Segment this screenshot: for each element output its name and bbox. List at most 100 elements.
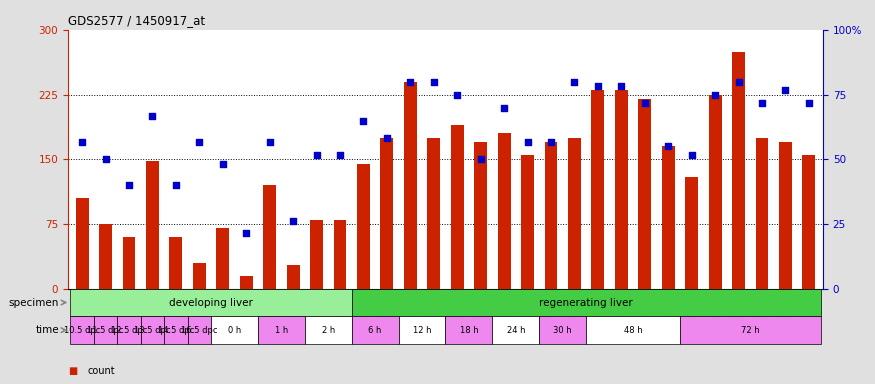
Bar [544,142,557,289]
Point [169,182,183,188]
Bar [211,316,258,344]
Bar [539,316,586,344]
Text: 30 h: 30 h [553,326,572,335]
Text: GDS2577 / 1450917_at: GDS2577 / 1450917_at [68,15,205,27]
Bar [451,125,464,289]
Bar [568,138,581,289]
Point [262,139,276,145]
Text: 14.5 dpc: 14.5 dpc [158,326,194,335]
Bar [70,289,352,316]
Text: regenerating liver: regenerating liver [539,298,633,308]
Text: 11.5 dpc: 11.5 dpc [88,326,123,335]
Bar [399,316,445,344]
Point [380,135,394,141]
Text: specimen: specimen [9,298,60,308]
Point [286,218,300,225]
Point [356,118,370,124]
Text: 1 h: 1 h [275,326,288,335]
Bar [141,316,164,344]
Bar [639,99,651,289]
Bar [94,316,117,344]
Text: 6 h: 6 h [368,326,382,335]
Point [614,83,628,89]
Text: 48 h: 48 h [624,326,642,335]
Point [75,139,89,145]
Point [239,230,253,236]
Text: developing liver: developing liver [169,298,253,308]
Point [708,92,722,98]
Bar [802,155,816,289]
Bar [258,316,304,344]
Bar [357,164,370,289]
Point [99,156,113,162]
Bar [304,316,352,344]
Text: 12 h: 12 h [413,326,431,335]
Text: 12.5 dpc: 12.5 dpc [111,326,147,335]
Text: time: time [36,325,60,335]
Bar [310,220,323,289]
Bar [99,224,112,289]
Bar [779,142,792,289]
Point [145,113,159,119]
Bar [164,316,187,344]
Point [403,79,417,85]
Bar [404,82,416,289]
Point [544,139,558,145]
Point [591,83,605,89]
Point [192,139,206,145]
Text: 72 h: 72 h [741,326,760,335]
Bar [427,138,440,289]
Text: 13.5 dpc: 13.5 dpc [134,326,171,335]
Bar [662,146,675,289]
Point [497,104,511,111]
Bar [381,138,394,289]
Point [802,100,816,106]
Point [779,87,793,93]
Point [685,152,699,158]
Bar [287,265,299,289]
Bar [240,276,253,289]
Point [427,79,441,85]
Bar [117,316,141,344]
Bar [75,198,88,289]
Point [662,143,676,149]
Point [473,156,487,162]
Bar [352,316,399,344]
Bar [70,316,94,344]
Point [451,92,465,98]
Bar [756,138,768,289]
Bar [263,185,276,289]
Bar [192,263,206,289]
Bar [493,316,539,344]
Text: 10.5 dpc: 10.5 dpc [64,326,101,335]
Bar [333,220,346,289]
Bar [146,161,159,289]
Text: count: count [88,366,115,376]
Bar [586,316,680,344]
Bar [592,90,605,289]
Text: 2 h: 2 h [322,326,335,335]
Bar [685,177,698,289]
Point [333,152,347,158]
Bar [522,155,534,289]
Text: 16.5 dpc: 16.5 dpc [181,326,218,335]
Bar [498,134,511,289]
Bar [216,228,229,289]
Point [568,79,582,85]
Text: 18 h: 18 h [459,326,479,335]
Bar [445,316,493,344]
Point [732,79,746,85]
Bar [474,142,487,289]
Bar [680,316,821,344]
Point [638,100,652,106]
Bar [615,90,627,289]
Bar [732,51,745,289]
Bar [709,95,722,289]
Point [216,161,230,167]
Bar [352,289,821,316]
Text: 0 h: 0 h [228,326,242,335]
Bar [123,237,136,289]
Text: 24 h: 24 h [507,326,525,335]
Point [310,152,324,158]
Point [755,100,769,106]
